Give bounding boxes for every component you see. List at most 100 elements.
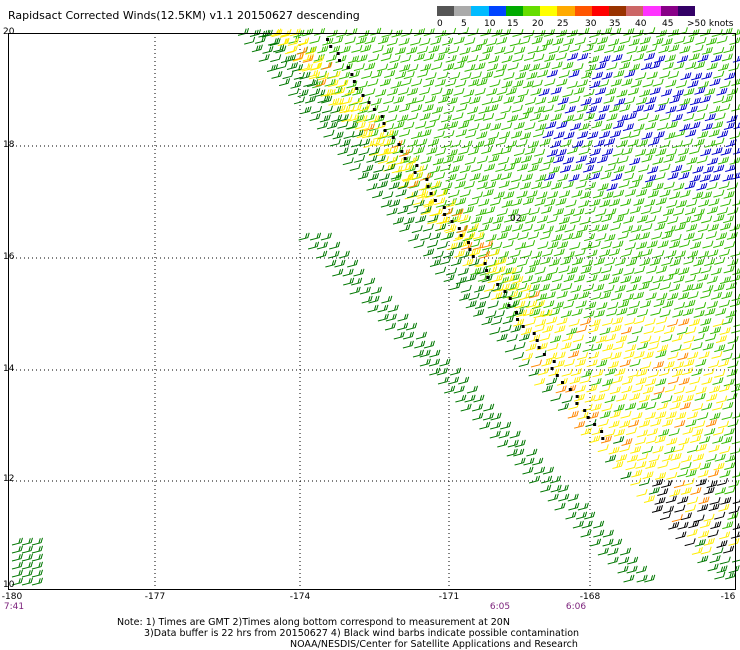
contamination-dot: [350, 73, 354, 76]
contamination-dot: [450, 220, 454, 223]
legend-tick: 45: [662, 19, 674, 29]
legend-swatch: [643, 6, 662, 16]
contamination-dot: [521, 325, 525, 328]
time-label: 7:41: [3, 602, 25, 612]
legend-tick: 0: [437, 19, 443, 29]
contamination-dot: [561, 381, 564, 384]
contamination-dot: [486, 276, 490, 279]
contamination-dot: [413, 171, 417, 174]
contamination-dot: [550, 367, 554, 370]
contamination-dot: [367, 101, 371, 104]
contamination-dot: [483, 262, 487, 265]
lat-label: 20: [3, 27, 15, 37]
legend-tick: 15: [507, 19, 519, 29]
contamination-markers: [326, 38, 605, 440]
lon-label: -174: [289, 592, 311, 602]
legend-swatch: [437, 6, 455, 16]
contamination-dot: [329, 45, 333, 48]
lon-label: -16: [720, 592, 736, 602]
lat-label: 10: [3, 580, 15, 590]
contamination-dot: [400, 150, 404, 153]
lat-lon-grid: [8, 33, 735, 589]
contamination-dot: [425, 178, 429, 181]
contamination-dot: [391, 136, 395, 139]
contamination-dot: [442, 206, 446, 209]
legend-tick: >50 knots: [687, 19, 734, 29]
contamination-dot: [397, 143, 401, 146]
legend-swatch: [454, 6, 472, 16]
contamination-dot: [496, 283, 500, 286]
time-label: 6:06: [565, 602, 587, 612]
legend-tick: 5: [461, 19, 467, 29]
contamination-dot: [443, 213, 447, 216]
contamination-dot: [361, 94, 365, 97]
lon-label: -171: [438, 592, 460, 602]
contamination-dot: [601, 437, 605, 440]
contamination-dot: [468, 248, 472, 251]
wind-barb-group: [288, 27, 740, 530]
map-title: Rapidsact Corrected Winds(12.5KM) v1.1 2…: [8, 9, 360, 22]
legend-swatch: [557, 6, 576, 16]
contamination-dot: [485, 269, 489, 272]
legend-tick: 30: [585, 19, 597, 29]
lat-label: 12: [3, 474, 15, 484]
legend-swatch: [677, 6, 696, 16]
legend-swatch: [591, 6, 610, 16]
contamination-dot: [586, 416, 590, 419]
wind-barb-group: [651, 477, 740, 554]
contamination-dot: [542, 353, 546, 356]
contamination-dot: [433, 199, 437, 202]
legend-swatch: [574, 6, 593, 16]
contamination-dot: [355, 87, 359, 90]
contamination-dot: [380, 115, 384, 118]
contamination-dot: [383, 129, 387, 132]
contamination-dot: [471, 255, 475, 258]
contamination-dot: [426, 185, 430, 188]
contamination-dot: [537, 346, 541, 349]
note-line-2: 3)Data buffer is 22 hrs from 20150627 4)…: [144, 628, 580, 639]
contamination-dot: [575, 402, 579, 405]
contamination-dot: [403, 157, 407, 160]
legend-tick: 25: [557, 19, 569, 29]
legend-swatch: [471, 6, 490, 16]
wind-barb-group: [270, 28, 740, 555]
lat-label: 14: [3, 364, 15, 374]
wind-barb-group: [292, 46, 720, 523]
legend-swatch: [523, 6, 541, 16]
contamination-dot: [532, 332, 536, 335]
wind-barbs: [11, 27, 740, 586]
legend-tick: 35: [609, 19, 621, 29]
lon-label: -168: [579, 592, 601, 602]
contamination-dot: [516, 318, 519, 321]
contamination-dot: [575, 395, 579, 398]
contamination-dot: [593, 423, 597, 426]
legend-swatch: [626, 6, 644, 16]
contamination-dot: [415, 164, 419, 167]
wind-barb-group: [11, 28, 740, 586]
lon-label: -180: [1, 592, 23, 602]
storm-marker-label: 02: [510, 214, 521, 224]
contamination-dot: [352, 80, 356, 83]
legend-swatch: [660, 6, 679, 16]
contamination-dot: [508, 297, 512, 300]
contamination-dot: [555, 374, 559, 377]
contamination-dot: [515, 311, 518, 314]
lat-label: 18: [3, 140, 15, 150]
contamination-dot: [459, 234, 463, 237]
lon-label: -177: [144, 592, 166, 602]
contamination-dot: [507, 304, 511, 307]
legend-swatch: [488, 6, 507, 16]
legend-tick: 20: [532, 19, 544, 29]
contamination-dot: [568, 388, 572, 391]
lat-label: 16: [3, 252, 15, 262]
contamination-dot: [600, 430, 604, 433]
contamination-dot: [336, 52, 340, 55]
contamination-dot: [338, 59, 341, 62]
legend-swatch: [540, 6, 558, 16]
contamination-dot: [583, 409, 587, 412]
contamination-dot: [457, 227, 461, 230]
contamination-dot: [326, 38, 329, 41]
wind-barb-group: [538, 52, 740, 191]
time-label: 6:05: [489, 602, 511, 612]
